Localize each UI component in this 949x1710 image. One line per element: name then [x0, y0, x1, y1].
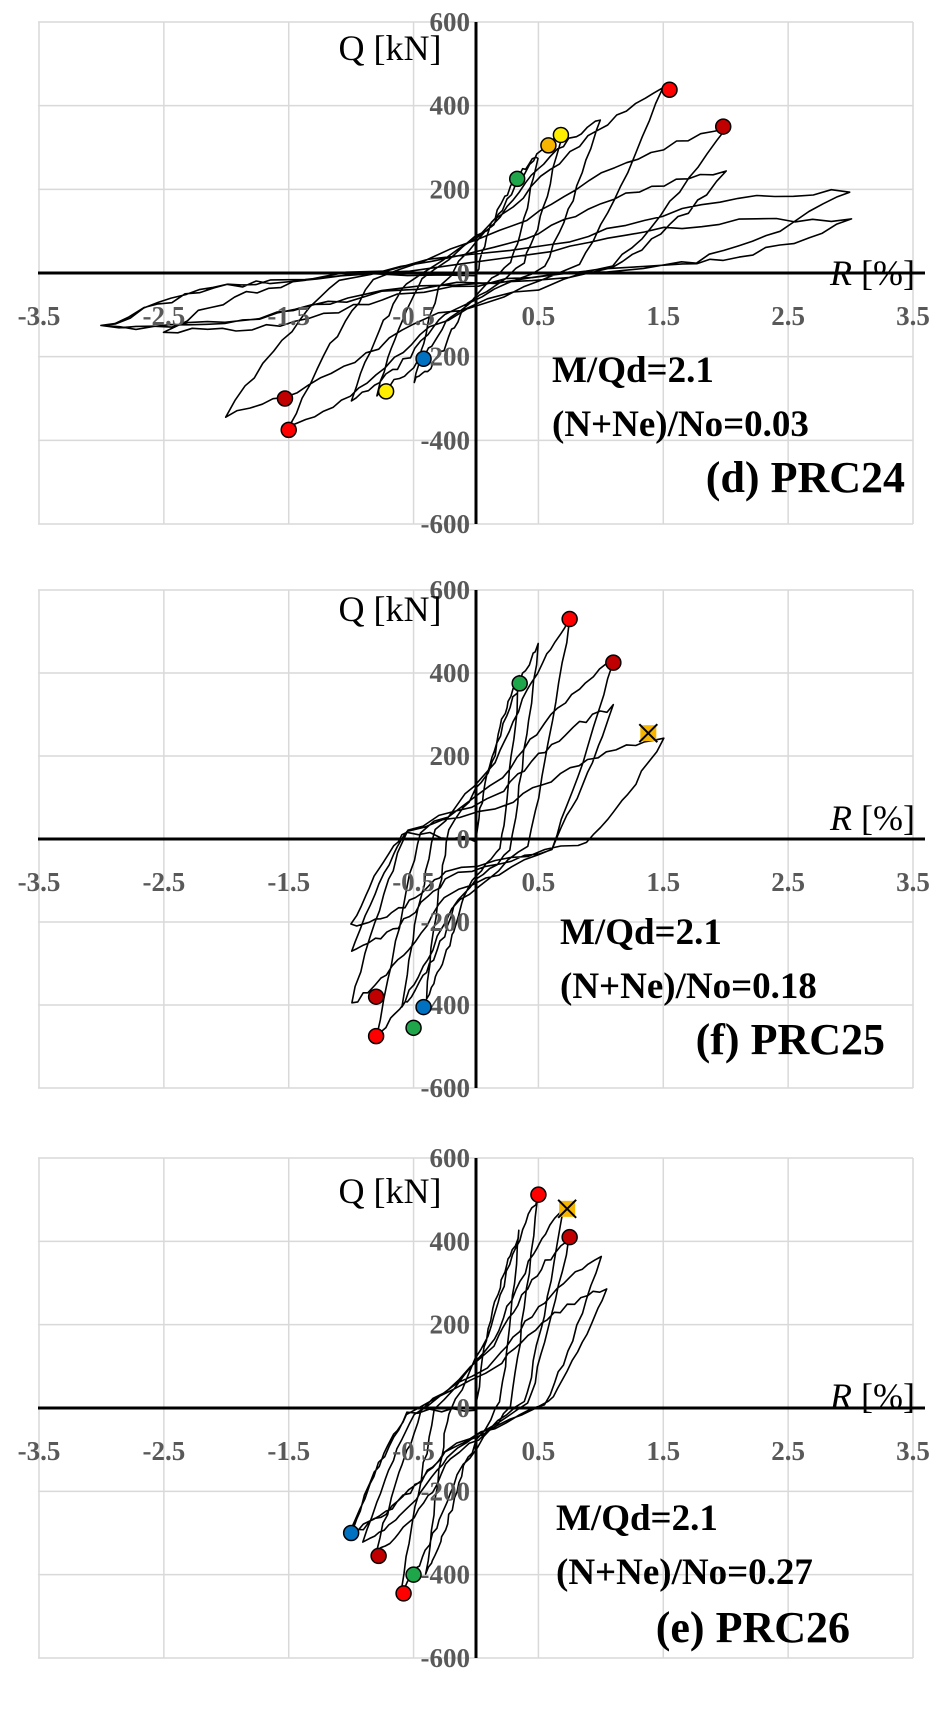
y-tick-label: -600: [421, 1073, 471, 1103]
y-tick-label: 0: [457, 258, 471, 288]
x-tick-label: -2.5: [142, 1436, 185, 1466]
y-axis-label: Q [kN]: [339, 1171, 442, 1211]
x-tick-label: -1.5: [267, 867, 310, 897]
marker-circle: [395, 1585, 412, 1602]
x-tick-label: -2.5: [142, 301, 185, 331]
y-tick-label: 600: [430, 1143, 471, 1173]
x-tick-label: -3.5: [18, 867, 61, 897]
x-tick-label: -1.5: [267, 301, 310, 331]
marker-circle: [552, 126, 570, 144]
chart-panel-3: -3.5 -2.5 -1.5 -0.5 0.5 1.5 2.5 3.5 -600 -400 -200…: [0, 1140, 949, 1710]
y-axis-label: Q [kN]: [339, 589, 442, 629]
x-tick-label: 2.5: [771, 301, 805, 331]
y-tick-label: 0: [457, 1393, 471, 1423]
marker-circle: [276, 390, 294, 407]
annotation: (N+Ne)/No=0.03: [552, 404, 809, 445]
x-tick-label: 0.5: [522, 867, 556, 897]
y-tick-label: -200: [421, 907, 471, 937]
chart-title: (e) PRC26: [656, 1603, 850, 1652]
x-tick-label: 1.5: [646, 301, 680, 331]
x-tick-label: 1.5: [646, 867, 680, 897]
x-tick-label: 3.5: [896, 1436, 930, 1466]
chart-svg-1: -3.5 -2.5 -1.5 -0.5 0.5 1.5 2.5 3.5-600-400-200…: [18, 7, 930, 539]
y-axis-label: Q [kN]: [339, 28, 442, 68]
y-tick-label: -600: [421, 1643, 471, 1673]
marker-circle: [415, 998, 432, 1016]
marker-circle: [415, 350, 432, 368]
chart-title: (f) PRC25: [696, 1015, 885, 1064]
y-tick-label: -400: [421, 1560, 471, 1590]
marker-circle: [530, 1186, 547, 1203]
annotation: (N+Ne)/No=0.27: [556, 1552, 813, 1593]
marker-x-square: [638, 723, 659, 743]
y-tick-label: 400: [430, 658, 471, 688]
x-axis-label: R [%]: [829, 798, 915, 838]
x-tick-label: -3.5: [18, 1436, 61, 1466]
y-tick-label: 0: [457, 824, 471, 854]
y-tick-label: 600: [430, 575, 471, 605]
hysteresis-curve: [100, 86, 853, 428]
x-axis-label: R [%]: [829, 253, 915, 293]
marker-circle: [280, 421, 297, 439]
y-tick-label: 200: [430, 174, 471, 204]
x-tick-label: 2.5: [771, 1436, 805, 1466]
annotation: (N+Ne)/No=0.18: [560, 966, 817, 1007]
marker-circle: [605, 654, 622, 671]
annotation: M/Qd=2.1: [560, 912, 722, 953]
y-tick-label: 400: [430, 91, 471, 121]
marker-circle: [405, 1566, 422, 1583]
marker-circle: [342, 1524, 360, 1542]
x-tick-label: 2.5: [771, 867, 805, 897]
marker-circle: [370, 1547, 387, 1565]
chart-title: (d) PRC24: [706, 453, 905, 502]
marker-x-square: [557, 1199, 577, 1219]
x-tick-label: 1.5: [646, 1436, 680, 1466]
y-tick-label: 600: [430, 7, 471, 37]
marker-circle: [377, 383, 395, 400]
y-tick-label: 200: [430, 741, 471, 771]
annotation: M/Qd=2.1: [552, 350, 714, 391]
marker-circle: [405, 1019, 422, 1037]
x-tick-label: -3.5: [18, 301, 61, 331]
y-tick-label: 400: [430, 1226, 471, 1256]
marker-circle: [367, 1027, 385, 1045]
chart-svg-3: -3.5 -2.5 -1.5 -0.5 0.5 1.5 2.5 3.5 -600 -400 -200…: [18, 1143, 930, 1673]
y-tick-label: 200: [430, 1310, 471, 1340]
marker-circle: [661, 81, 678, 99]
y-tick-label: -200: [421, 1476, 471, 1506]
x-tick-label: -0.5: [392, 867, 435, 897]
marker-circle: [511, 675, 528, 692]
marker-circle: [561, 1228, 578, 1246]
x-axis-label: R [%]: [829, 1376, 915, 1416]
chart-panel-1: -3.5 -2.5 -1.5 -0.5 0.5 1.5 2.5 3.5 -600 -400 -200…: [0, 0, 949, 570]
x-tick-label: 0.5: [522, 1436, 556, 1466]
chart-svg-2: -3.5 -2.5 -1.5 -0.5 0.5 1.5 2.5 3.5-600-400-200…: [18, 575, 930, 1103]
marker-circle: [561, 610, 578, 628]
x-tick-label: 3.5: [896, 301, 930, 331]
marker-circle: [714, 118, 732, 135]
x-tick-label: -0.5: [392, 1436, 435, 1466]
x-tick-label: -1.5: [267, 1436, 310, 1466]
annotation: M/Qd=2.1: [556, 1498, 718, 1539]
hysteresis-curve: [349, 1195, 608, 1592]
y-tick-label: -400: [421, 425, 471, 455]
x-tick-label: 0.5: [522, 301, 556, 331]
x-tick-label: 3.5: [896, 867, 930, 897]
marker-circle: [508, 170, 526, 188]
marker-circle: [367, 988, 385, 1005]
chart-panel-2: -3.5 -2.5 -1.5 -0.5 0.5 1.5 2.5 3.5 -600 -400 -200…: [0, 568, 949, 1138]
marker-circle: [540, 137, 557, 154]
hysteresis-curve: [350, 617, 665, 1037]
y-tick-label: -600: [421, 509, 471, 539]
x-tick-label: -2.5: [142, 867, 185, 897]
x-tick-label: -0.5: [392, 301, 435, 331]
